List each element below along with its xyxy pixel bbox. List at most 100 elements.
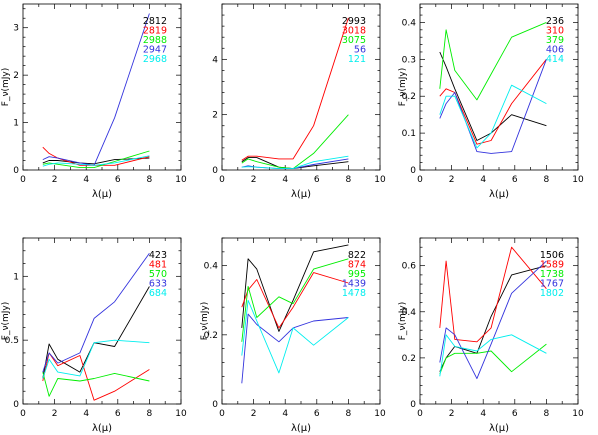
- series-line-379: [439, 21, 547, 101]
- y-axis-label: F_ν(mJy): [398, 68, 408, 106]
- legend-entry-236: 236: [546, 16, 564, 27]
- y-tick-label: 0.4: [402, 308, 417, 318]
- legend-entry-379: 379: [546, 35, 564, 46]
- series-line-2988: [42, 150, 150, 169]
- series-line-633: [42, 253, 150, 373]
- x-tick-label: 6: [115, 409, 121, 419]
- panel-6: 0 2 4 6 8 10 0 0.2 0.4 0.6 λ(μ) F_ν(mJy) 15061589173…: [398, 237, 584, 434]
- x-tick-label: 8: [544, 175, 550, 185]
- legend-entry-3075: 3075: [342, 35, 366, 46]
- series-line-995: [241, 258, 349, 342]
- x-tick-label: 2: [449, 409, 455, 419]
- legend-entry-1767: 1767: [540, 279, 564, 290]
- series-line-1738: [439, 343, 547, 375]
- y-tick-label: 0: [410, 400, 416, 410]
- x-tick-label: 6: [512, 409, 518, 419]
- series-line-570: [42, 371, 150, 397]
- x-tick-label: 10: [175, 409, 187, 419]
- series-line-684: [42, 339, 150, 379]
- y-axis-label: F_ν(mJy): [1, 68, 11, 106]
- y-tick-label: 0.2: [402, 92, 416, 102]
- legend-entry-1478: 1478: [342, 288, 366, 299]
- series-line-406: [439, 59, 547, 154]
- x-tick-label: 8: [147, 409, 153, 419]
- x-tick-label: 8: [346, 175, 352, 185]
- x-axis-label: λ(μ): [489, 423, 509, 434]
- x-axis-label: λ(μ): [489, 189, 509, 200]
- legend-entry-684: 684: [149, 288, 167, 299]
- y-tick-label: 0.4: [402, 18, 417, 28]
- x-tick-label: 4: [282, 175, 288, 185]
- x-tick-label: 10: [572, 175, 584, 185]
- y-tick-label: 0.6: [402, 262, 417, 272]
- series-line-1767: [439, 260, 547, 380]
- legend-entry-995: 995: [348, 269, 366, 280]
- x-tick-label: 0: [219, 409, 225, 419]
- legend-entry-570: 570: [149, 269, 167, 280]
- y-tick-label: 0.2: [402, 354, 416, 364]
- series-line-1589: [439, 246, 547, 343]
- series-line-822: [241, 244, 349, 332]
- series-line-2819: [42, 146, 150, 166]
- series-line-414: [439, 84, 547, 149]
- x-tick-label: 2: [52, 409, 58, 419]
- y-tick-label: 0.1: [402, 129, 416, 139]
- legend-entry-1506: 1506: [540, 250, 564, 261]
- x-tick-label: 4: [282, 409, 288, 419]
- y-tick-label: 0: [13, 400, 19, 410]
- x-tick-label: 4: [83, 175, 89, 185]
- legend-entry-1738: 1738: [540, 269, 564, 280]
- series-line-3018: [241, 17, 349, 161]
- y-tick-label: 2: [13, 71, 19, 81]
- x-tick-label: 4: [83, 409, 89, 419]
- x-tick-label: 2: [251, 175, 257, 185]
- y-tick-label: 0.4: [204, 262, 219, 272]
- legend-entry-1802: 1802: [540, 288, 564, 299]
- series-line-423: [42, 286, 150, 379]
- legend-entry-633: 633: [149, 279, 167, 290]
- x-tick-label: 0: [20, 175, 26, 185]
- legend-entry-874: 874: [348, 260, 366, 271]
- x-axis-label: λ(μ): [92, 423, 112, 434]
- x-tick-label: 10: [374, 175, 386, 185]
- x-tick-label: 8: [147, 175, 153, 185]
- x-axis-label: λ(μ): [92, 189, 112, 200]
- series-line-1439: [241, 313, 349, 384]
- y-axis-label: F_ν(mJy): [1, 302, 11, 340]
- legend-entry-1439: 1439: [342, 279, 366, 290]
- legend-entry-822: 822: [348, 250, 366, 261]
- y-tick-label: 1: [13, 272, 19, 282]
- y-tick-label: 0: [212, 166, 218, 176]
- x-tick-label: 0: [219, 175, 225, 185]
- legend-entry-2947: 2947: [143, 45, 167, 56]
- x-tick-label: 2: [251, 409, 257, 419]
- x-tick-label: 8: [544, 409, 550, 419]
- legend-entry-2988: 2988: [143, 35, 167, 46]
- x-tick-label: 6: [314, 409, 320, 419]
- panel-3: 0 2 4 6 8 10 0 0.1 0.2 0.3 0.4 λ(μ) F_ν(mJy) 23631037…: [398, 3, 584, 200]
- x-tick-label: 10: [175, 175, 187, 185]
- series-line-2968: [42, 155, 150, 167]
- x-axis-label: λ(μ): [291, 189, 311, 200]
- legend-entry-2968: 2968: [143, 54, 167, 65]
- legend-entry-481: 481: [149, 260, 167, 271]
- legend-entry-423: 423: [149, 250, 167, 261]
- series-line-1802: [439, 334, 547, 377]
- legend-entry-2812: 2812: [143, 16, 167, 27]
- y-axis-label: F_ν(mJy): [398, 302, 408, 340]
- legend-entry-2819: 2819: [143, 26, 167, 37]
- y-tick-label: 0.2: [204, 331, 218, 341]
- series-line-1478: [241, 299, 349, 374]
- series-line-236: [439, 51, 547, 141]
- y-tick-label: 2: [212, 111, 218, 121]
- y-tick-label: 0.5: [5, 336, 19, 346]
- legend-entry-406: 406: [546, 45, 564, 56]
- y-tick-label: 0: [410, 166, 416, 176]
- x-axis-label: λ(μ): [291, 423, 311, 434]
- legend-entry-2993: 2993: [342, 16, 366, 27]
- x-tick-label: 2: [52, 175, 58, 185]
- series-line-310: [439, 59, 547, 145]
- x-tick-label: 4: [480, 409, 486, 419]
